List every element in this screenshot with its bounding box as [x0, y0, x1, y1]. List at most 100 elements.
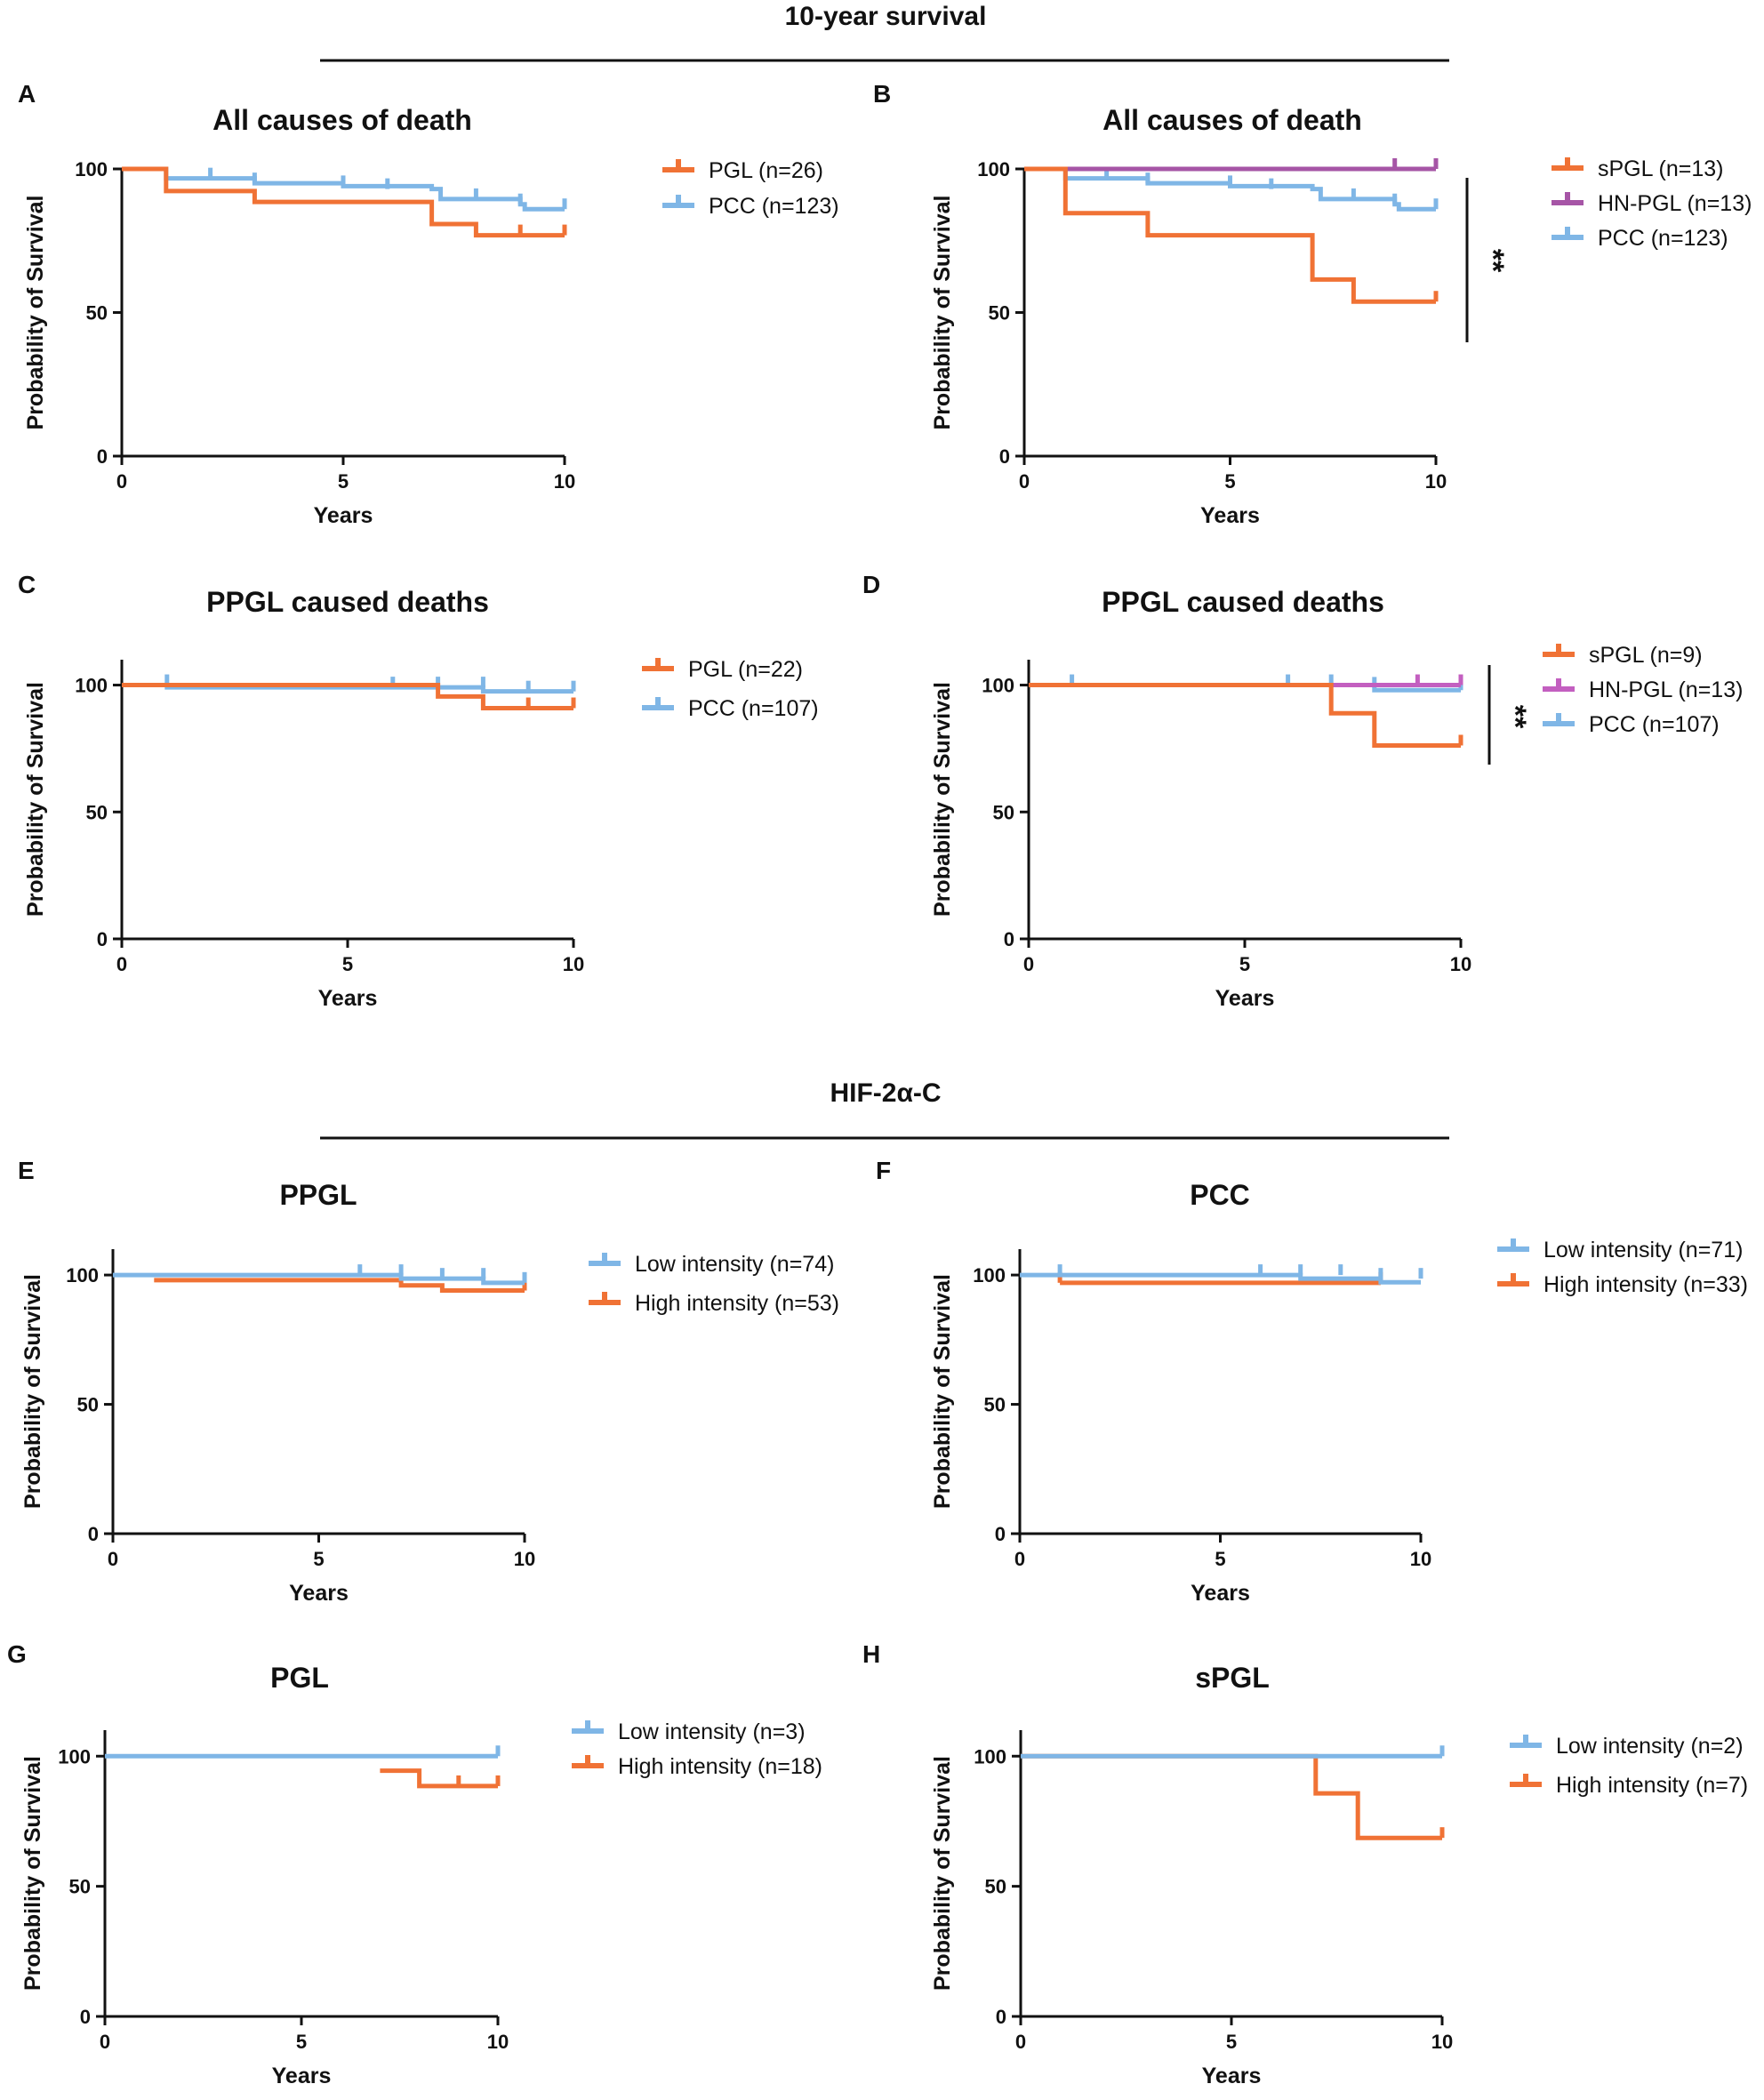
legend-label: High intensity (n=53): [635, 1291, 839, 1316]
panel-letter-h: H: [862, 1640, 880, 1668]
x-tick-label: 10: [1450, 953, 1471, 975]
x-tick-label: 0: [1014, 1548, 1025, 1570]
chart-title-d: PPGL caused deaths: [1102, 586, 1384, 618]
chart-title-c: PPGL caused deaths: [206, 586, 489, 618]
chart-title-e: PPGL: [279, 1179, 357, 1211]
km-curve-b-spgl-n-13: [1024, 166, 1436, 304]
x-tick-label: 5: [338, 470, 349, 493]
y-tick-label: 0: [995, 1523, 1006, 1545]
legend-label: High intensity (n=18): [618, 1754, 822, 1779]
chart-title-f: PCC: [1190, 1179, 1250, 1211]
y-tick-label: 0: [1004, 928, 1014, 950]
x-axis-label-a: Years: [314, 503, 373, 528]
legend-label: sPGL (n=9): [1589, 643, 1703, 668]
section-title-hif: HIF-2α-C: [830, 1078, 941, 1108]
x-tick-label: 0: [1015, 2031, 1026, 2053]
y-tick-label: 0: [996, 2006, 1006, 2028]
panel-letter-c: C: [18, 571, 36, 598]
legend-label: PGL (n=22): [688, 657, 803, 682]
x-tick-label: 5: [1224, 470, 1235, 493]
y-tick-label: 100: [982, 675, 1014, 697]
x-axis-label-f: Years: [1191, 1581, 1250, 1606]
panel-a: A All causes of death 0 50 100 0 5 10 Years Proba…: [18, 80, 839, 528]
x-tick-label: 5: [1226, 2031, 1237, 2053]
x-axis-label-e: Years: [289, 1581, 349, 1606]
panel-d: D PPGL caused deaths 0 50 100 0 5 10 Years Probab…: [862, 571, 1743, 1011]
y-tick-label: 100: [66, 1264, 99, 1286]
x-tick-label: 0: [108, 1548, 118, 1570]
x-axis-label-g: Years: [272, 2064, 332, 2088]
x-tick-label: 10: [1431, 2031, 1453, 2053]
y-tick-label: 50: [993, 801, 1014, 823]
panel-f: F PCC 0 50 100 0 5 10 Years Probability of Surviv…: [876, 1157, 1748, 1606]
y-tick-label: 50: [86, 801, 108, 823]
y-axis-label-h: Probability of Survival: [930, 1756, 955, 1991]
x-axis-label-h: Years: [1202, 2064, 1262, 2088]
chart-title-b: All causes of death: [1102, 104, 1362, 136]
y-tick-label: 50: [984, 1394, 1006, 1416]
km-curve-b-pcc-n-123: [1024, 166, 1436, 212]
panel-e: E PPGL 0 50 100 0 5 10 Years Probability of Survi…: [18, 1157, 839, 1606]
y-tick-label: 50: [69, 1876, 91, 1898]
legend-label: PGL (n=26): [709, 158, 823, 183]
x-tick-label: 0: [116, 470, 127, 493]
panel-c: C PPGL caused deaths 0 50 100 0 5 10 Years Probab…: [18, 571, 819, 1011]
x-tick-label: 10: [487, 2031, 509, 2053]
y-axis-label-e: Probability of Survival: [20, 1274, 45, 1509]
legend-label: HN-PGL (n=13): [1589, 677, 1743, 702]
y-tick-label: 100: [973, 1264, 1006, 1286]
y-axis-label-c: Probability of Survival: [23, 682, 48, 917]
x-tick-label: 5: [1239, 953, 1250, 975]
y-tick-label: 0: [97, 928, 108, 950]
x-tick-label: 10: [554, 470, 575, 493]
y-tick-label: 100: [58, 1745, 91, 1767]
y-axis-label-d: Probability of Survival: [930, 682, 955, 917]
legend-label: Low intensity (n=74): [635, 1252, 834, 1277]
panel-g: G PGL 0 50 100 0 5 10 Years Probability of Surviv…: [7, 1640, 822, 2088]
km-curve-d-spgl-n-9: [1029, 683, 1461, 748]
panel-letter-a: A: [18, 80, 36, 108]
x-tick-label: 10: [1410, 1548, 1431, 1570]
legend-label: PCC (n=107): [1589, 712, 1720, 737]
panel-letter-g: G: [7, 1640, 27, 1668]
km-curve-a-pgl-n-26: [122, 166, 565, 238]
x-tick-label: 10: [1425, 470, 1447, 493]
significance-label-d: **: [1498, 705, 1532, 729]
x-tick-label: 10: [563, 953, 584, 975]
panel-b: B All causes of death 0 50 100 0 5 10 Years Proba…: [873, 80, 1752, 528]
chart-title-a: All causes of death: [212, 104, 472, 136]
legend-label: sPGL (n=13): [1598, 156, 1724, 181]
legend-label: High intensity (n=7): [1556, 1773, 1748, 1798]
legend-label: High intensity (n=33): [1544, 1272, 1748, 1297]
x-axis-label-c: Years: [318, 986, 378, 1011]
y-tick-label: 100: [75, 158, 108, 180]
km-curve-e-high-intensity-n-53: [154, 1278, 525, 1294]
y-tick-label: 0: [999, 445, 1010, 468]
km-curve-h-high-intensity-n-7: [1021, 1753, 1442, 1840]
y-tick-label: 100: [977, 158, 1010, 180]
x-tick-label: 0: [1019, 470, 1030, 493]
x-tick-label: 5: [296, 2031, 307, 2053]
legend-label: PCC (n=107): [688, 696, 819, 721]
chart-title-g: PGL: [270, 1662, 329, 1694]
km-curve-c-pgl-n-22: [122, 683, 573, 711]
x-tick-label: 5: [342, 953, 353, 975]
legend-label: Low intensity (n=71): [1544, 1238, 1743, 1262]
x-tick-label: 5: [313, 1548, 324, 1570]
x-tick-label: 5: [1215, 1548, 1225, 1570]
section-title-survival: 10-year survival: [785, 2, 987, 31]
km-curve-f-low-intensity-n-71: [1020, 1272, 1421, 1285]
panel-letter-f: F: [876, 1157, 891, 1184]
y-tick-label: 50: [77, 1394, 99, 1416]
x-tick-label: 10: [514, 1548, 535, 1570]
panel-letter-e: E: [18, 1157, 35, 1184]
y-tick-label: 0: [80, 2006, 91, 2028]
panel-letter-b: B: [873, 80, 891, 108]
x-tick-label: 0: [1023, 953, 1034, 975]
y-tick-label: 50: [86, 302, 108, 325]
y-tick-label: 100: [974, 1745, 1006, 1767]
chart-title-h: sPGL: [1195, 1662, 1270, 1694]
